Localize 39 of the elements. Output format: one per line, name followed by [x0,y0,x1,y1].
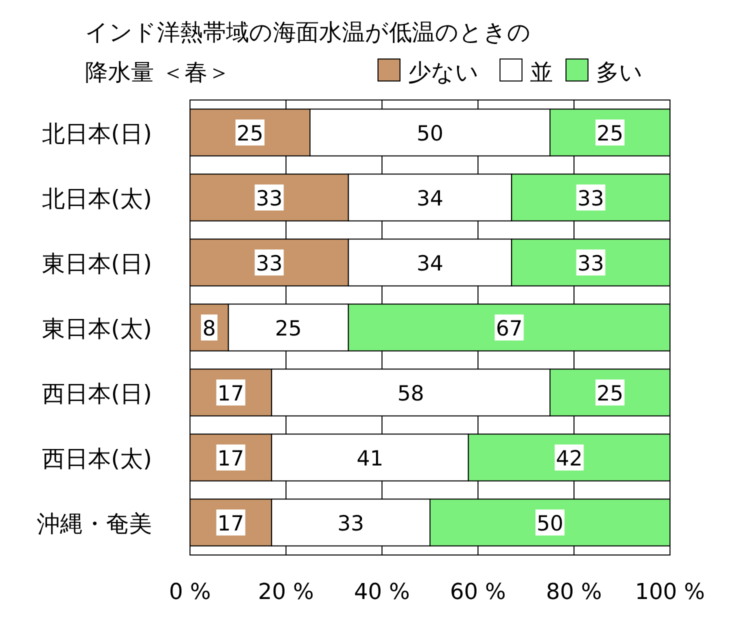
data-label: 17 [217,512,244,536]
y-tick-label: 東日本(太) [42,316,152,342]
data-label: 33 [577,186,604,210]
data-label: 25 [275,316,302,340]
data-label: 25 [236,122,264,146]
legend-label: 少ない [408,60,479,86]
y-tick-label: 西日本(日) [42,382,152,408]
chart-title: インド洋熱帯域の海面水温が低温のときの [85,20,531,46]
legend-label: 多い [596,60,643,86]
legend-label: 並 [530,60,553,86]
data-label: 17 [217,446,244,470]
y-tick-label: 東日本(日) [42,252,152,278]
data-label: 33 [577,252,604,276]
x-tick-label: 80 % [546,580,602,605]
data-label: 33 [337,512,364,536]
data-label: 25 [596,382,624,406]
y-tick-label: 沖縄・奄美 [37,512,152,538]
data-label: 58 [397,382,424,406]
data-label: 34 [416,186,444,210]
data-label: 25 [596,122,624,146]
y-tick-label: 北日本(日) [42,122,152,148]
y-tick-label: 西日本(太) [42,446,152,472]
data-label: 50 [536,512,564,536]
data-label: 41 [356,446,384,470]
chart-subtitle: 降水量 ＜春＞ [85,60,230,86]
data-label: 50 [416,122,444,146]
x-tick-label: 60 % [450,580,506,605]
data-label: 17 [217,382,244,406]
data-label: 33 [256,186,283,210]
x-tick-label: 100 % [635,580,705,605]
x-tick-label: 40 % [354,580,410,605]
data-label: 8 [202,316,216,340]
x-tick-label: 0 % [169,580,211,605]
data-label: 34 [416,252,444,276]
data-label: 42 [556,446,583,470]
data-label: 33 [256,252,283,276]
y-tick-label: 北日本(太) [42,186,152,212]
data-label: 67 [496,316,523,340]
x-tick-label: 20 % [258,580,314,605]
